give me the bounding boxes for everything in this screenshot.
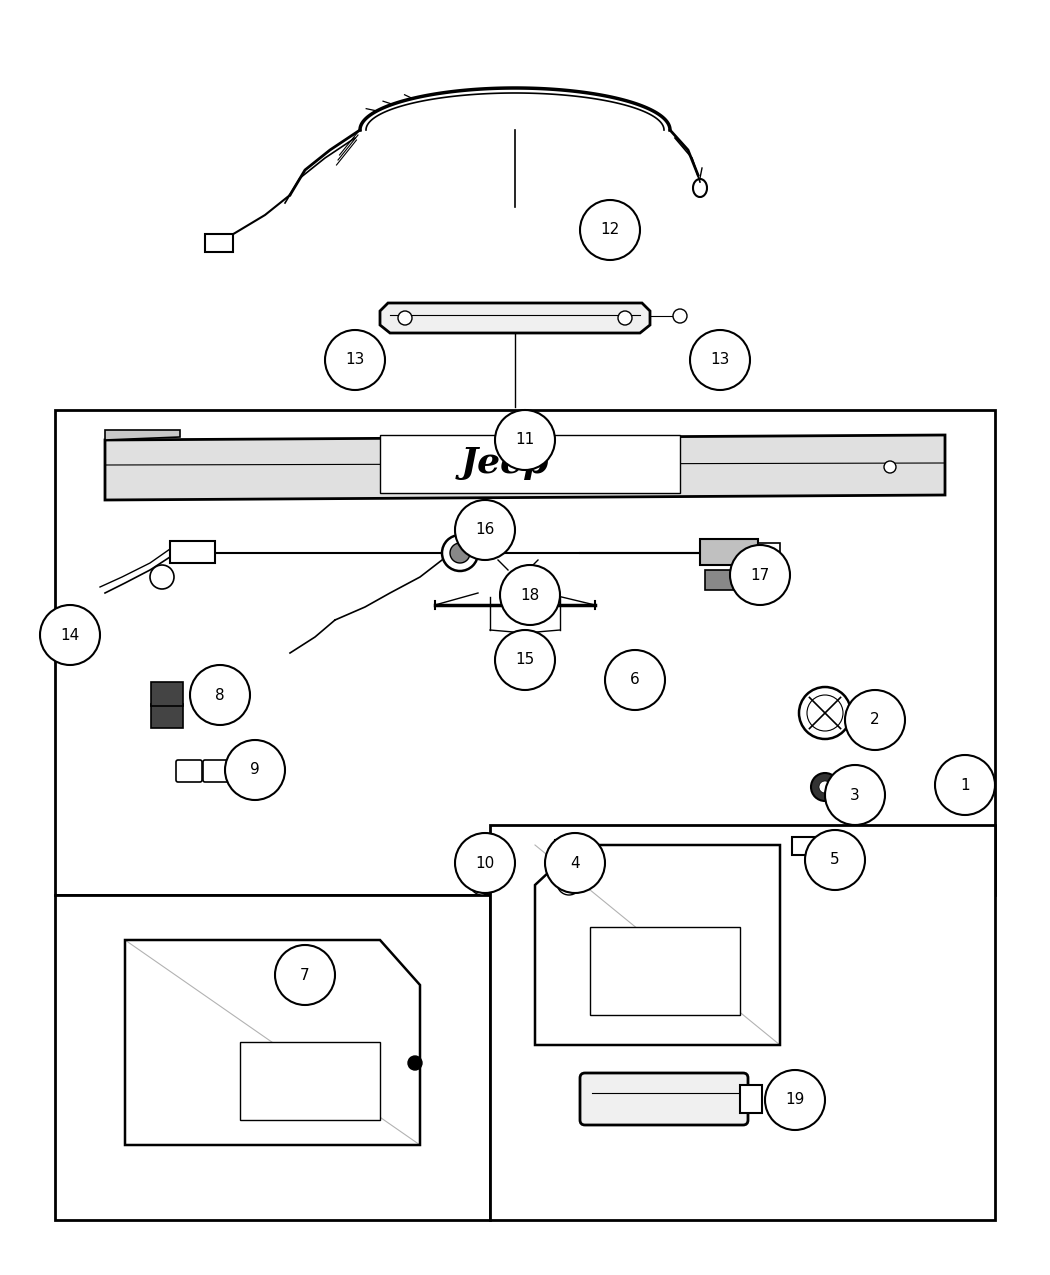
Bar [380, 435, 680, 493]
Bar [555, 840, 583, 880]
Text: 13: 13 [345, 352, 364, 367]
Polygon shape [125, 940, 420, 1145]
Polygon shape [105, 435, 945, 500]
Circle shape [730, 544, 790, 606]
FancyBboxPatch shape [151, 704, 183, 728]
Text: 8: 8 [215, 687, 225, 703]
Text: 4: 4 [570, 856, 580, 871]
Circle shape [799, 687, 850, 739]
Bar [55, 411, 995, 895]
Circle shape [564, 857, 580, 873]
Circle shape [450, 543, 470, 564]
Text: 13: 13 [710, 352, 730, 367]
FancyBboxPatch shape [580, 1074, 748, 1125]
Bar [240, 1042, 380, 1119]
Text: 18: 18 [521, 588, 540, 603]
Text: 17: 17 [751, 567, 770, 583]
Bar [758, 543, 780, 561]
Circle shape [807, 695, 843, 731]
Circle shape [190, 666, 250, 725]
Circle shape [556, 871, 581, 895]
Circle shape [690, 330, 750, 390]
Text: Jeep: Jeep [461, 446, 549, 479]
Polygon shape [536, 845, 780, 1046]
Circle shape [618, 311, 632, 325]
Circle shape [819, 782, 831, 793]
Bar [468, 840, 496, 880]
Circle shape [398, 311, 412, 325]
Polygon shape [105, 430, 180, 440]
Circle shape [825, 765, 885, 825]
Text: 10: 10 [476, 856, 495, 871]
Circle shape [495, 411, 555, 470]
Text: 14: 14 [61, 627, 80, 643]
Circle shape [580, 200, 640, 260]
Circle shape [455, 833, 514, 892]
Circle shape [884, 462, 896, 473]
Circle shape [275, 945, 335, 1005]
Bar [740, 1085, 762, 1113]
Circle shape [225, 740, 285, 799]
FancyBboxPatch shape [176, 760, 202, 782]
Circle shape [442, 536, 478, 571]
Bar [590, 927, 740, 1015]
Circle shape [455, 500, 514, 560]
Bar [55, 895, 490, 1220]
Polygon shape [380, 303, 650, 333]
Bar [490, 825, 995, 1220]
Circle shape [673, 309, 687, 323]
Bar [705, 570, 746, 590]
Circle shape [605, 650, 665, 710]
Text: 11: 11 [516, 432, 534, 448]
Text: 12: 12 [601, 223, 619, 237]
Circle shape [40, 606, 100, 666]
Text: 16: 16 [476, 523, 495, 538]
Bar [792, 836, 816, 856]
Circle shape [805, 830, 865, 890]
Text: 7: 7 [300, 968, 310, 983]
Circle shape [545, 833, 605, 892]
Circle shape [470, 871, 494, 895]
Text: 3: 3 [850, 788, 860, 802]
Bar [700, 539, 758, 565]
Text: 9: 9 [250, 762, 260, 778]
Circle shape [495, 630, 555, 690]
Text: 2: 2 [870, 713, 880, 728]
Circle shape [811, 773, 839, 801]
FancyBboxPatch shape [203, 760, 229, 782]
Circle shape [150, 565, 174, 589]
Text: 15: 15 [516, 653, 534, 668]
Circle shape [934, 755, 995, 815]
Bar [170, 541, 215, 564]
Circle shape [765, 1070, 825, 1130]
Circle shape [326, 330, 385, 390]
Circle shape [408, 1056, 422, 1070]
Circle shape [845, 690, 905, 750]
Circle shape [500, 565, 560, 625]
Bar [205, 235, 233, 252]
Circle shape [582, 859, 594, 871]
Text: 19: 19 [785, 1093, 804, 1108]
Text: 6: 6 [630, 672, 639, 687]
FancyBboxPatch shape [151, 682, 183, 706]
Text: 5: 5 [831, 853, 840, 867]
Text: 1: 1 [960, 778, 970, 793]
